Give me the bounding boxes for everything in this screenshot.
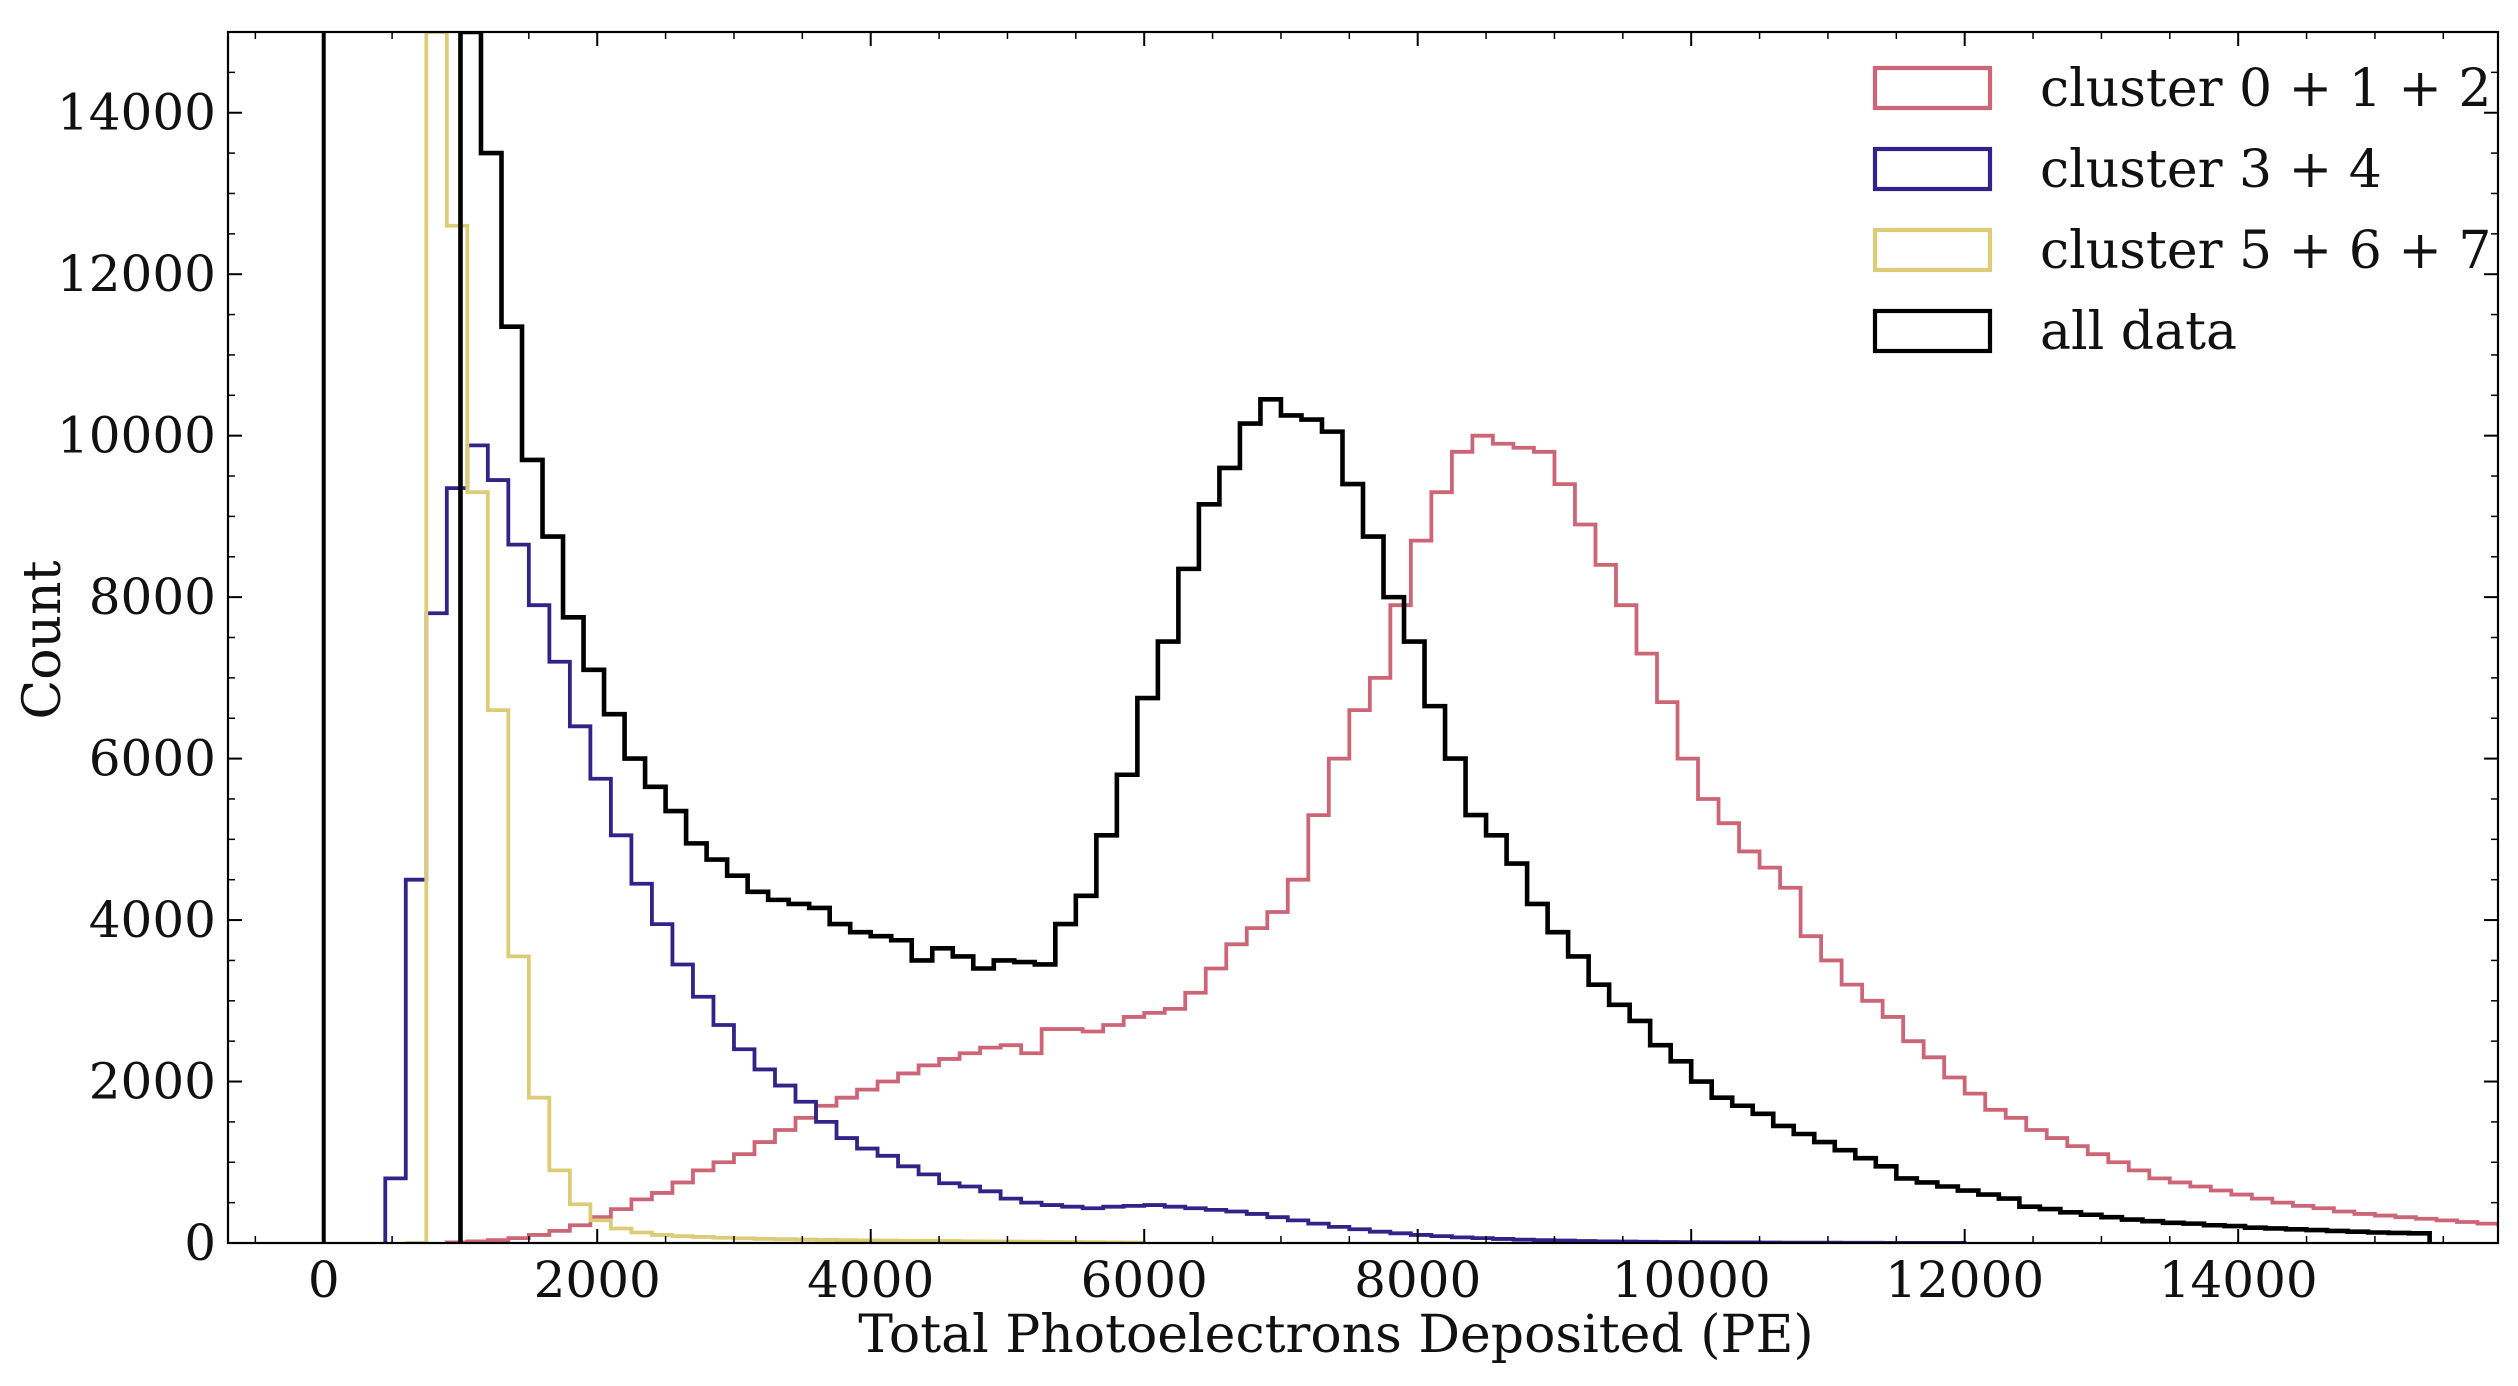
x-tick-label: 4000: [807, 1251, 934, 1309]
legend-swatch: [1872, 227, 1993, 273]
plot-area: [321, 32, 2498, 1243]
y-tick-label: 2000: [89, 1053, 216, 1111]
y-tick-label: 14000: [57, 84, 216, 142]
legend: cluster 0 + 1 + 2 cluster 3 + 4 cluster 5 …: [1872, 59, 2492, 362]
y-axis-label: Count: [13, 560, 73, 719]
x-tick-label: 8000: [1354, 1251, 1481, 1309]
x-tick-label: 2000: [534, 1251, 661, 1309]
x-tick-label: 14000: [2159, 1251, 2318, 1309]
legend-label: all data: [2040, 302, 2237, 362]
plot-frame: [226, 30, 2500, 1245]
histogram-series-cluster-0-1-2: [444, 433, 2498, 1243]
legend-swatch: [1872, 65, 1993, 111]
legend-swatch: [1872, 146, 1993, 192]
x-tick-label: 6000: [1081, 1251, 1208, 1309]
histogram-series-all-data: [458, 32, 2432, 1243]
legend-label: cluster 5 + 6 + 7: [2040, 221, 2492, 281]
legend-swatch: [1872, 308, 1993, 354]
histogram-series-cluster-5-6-7: [405, 32, 1147, 1243]
x-tick-label: 0: [308, 1251, 340, 1309]
legend-label: cluster 3 + 4: [2040, 140, 2382, 200]
legend-label: cluster 0 + 1 + 2: [2040, 59, 2492, 119]
x-tick-label: 10000: [1612, 1251, 1771, 1309]
y-tick-label: 12000: [57, 245, 216, 303]
x-axis-label: Total Photoelectrons Deposited (PE): [858, 1305, 1813, 1365]
y-tick-label: 8000: [89, 568, 216, 626]
y-tick-label: 0: [184, 1214, 216, 1272]
y-tick-label: 4000: [89, 891, 216, 949]
y-tick-label: 6000: [89, 730, 216, 788]
histogram-series-cluster-3-4: [383, 443, 1967, 1243]
axes: 0 2000 4000 6000 8000 10000 12000 14000 0 2000 400…: [57, 30, 2500, 1309]
x-tick-label: 12000: [1885, 1251, 2044, 1309]
y-tick-label: 10000: [57, 407, 216, 465]
